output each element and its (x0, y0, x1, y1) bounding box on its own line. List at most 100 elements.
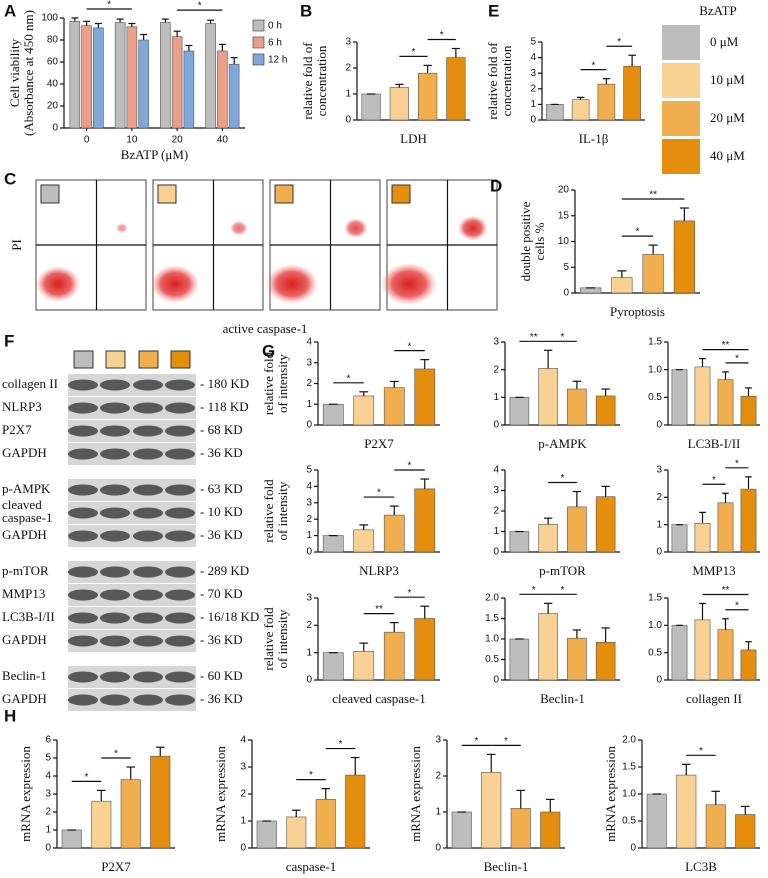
bar (673, 220, 695, 294)
bar (69, 20, 81, 129)
y-tick-label: 0 (656, 675, 662, 686)
size-label: - 10 KD (200, 504, 243, 519)
y-tick-label: 0 (52, 123, 58, 134)
protein-label: GAPDH (2, 632, 47, 647)
significance-mark: * (475, 736, 479, 747)
y-axis-label: mRNA expression (408, 746, 423, 842)
significance-mark: * (699, 746, 703, 757)
y-tick-label: 3 (435, 735, 441, 746)
y-tick-label: 1 (306, 399, 312, 410)
x-tick-label: 20 (172, 135, 184, 146)
significance-mark: * (617, 37, 621, 48)
bar (383, 631, 405, 681)
band (133, 589, 163, 601)
y-tick-label: 5 (530, 37, 536, 48)
bar (567, 388, 587, 426)
band (100, 530, 130, 542)
bar (705, 804, 726, 849)
bar (717, 502, 734, 553)
band (68, 635, 98, 647)
band (165, 530, 195, 542)
legend-label: 6 h (268, 38, 282, 49)
bar (717, 379, 734, 426)
bar (138, 39, 149, 129)
bar (61, 829, 82, 849)
bar (414, 368, 436, 426)
band (68, 589, 98, 601)
y-tick-label: 4 (306, 481, 312, 492)
y-axis-label: double positive (518, 201, 533, 281)
legend-swatch (662, 139, 700, 174)
y-tick-label: 2 (240, 789, 246, 800)
significance-mark: * (339, 739, 343, 750)
bar (217, 50, 228, 129)
y-tick-label: 0 (306, 547, 312, 558)
bar (150, 755, 171, 849)
y-tick-label: 1.0 (648, 364, 662, 375)
significance-mark: * (408, 461, 412, 472)
blot-strip (68, 607, 196, 629)
protein-label: Beclin-1 (2, 668, 47, 683)
y-tick-label: 0 (435, 843, 441, 854)
y-tick-label: 2 (493, 364, 499, 375)
cell-cluster (115, 223, 128, 234)
size-label: - 36 KD (200, 632, 243, 647)
band (100, 612, 130, 624)
y-tick-label: 0.5 (485, 654, 499, 665)
significance-mark: * (114, 749, 118, 760)
band (133, 379, 163, 391)
bar (671, 625, 688, 681)
x-axis-label: MMP13 (692, 563, 735, 578)
y-tick-label: 5 (563, 262, 569, 273)
y-tick-label: 0.5 (648, 392, 662, 403)
y-tick-label: 1.5 (622, 762, 636, 773)
panel-letter: E (488, 1, 499, 20)
significance-mark: * (735, 600, 739, 611)
protein-label: GAPDH (2, 445, 47, 460)
y-tick-label: 2 (493, 506, 499, 517)
y-tick-label: 1.5 (485, 613, 499, 624)
bar (623, 65, 641, 121)
band (68, 484, 98, 496)
bar (694, 366, 711, 426)
x-axis-label: Beclin-1 (540, 691, 585, 706)
y-tick-label: 1 (493, 526, 499, 537)
y-tick-label: 0 (563, 288, 569, 299)
x-tick-label: 40 (217, 135, 229, 146)
band (100, 379, 130, 391)
band (133, 635, 163, 647)
y-tick-label: 2 (435, 771, 441, 782)
legend-swatch (252, 36, 265, 49)
y-axis-label: Cell viability (7, 38, 22, 107)
bar (414, 618, 436, 681)
x-axis-label: P2X7 (364, 436, 394, 451)
significance-mark: * (408, 588, 412, 599)
band (133, 448, 163, 460)
blot-strip (68, 584, 196, 606)
significance-mark: * (412, 47, 416, 58)
y-tick-label: 2.0 (485, 593, 499, 604)
protein-label: NLRP3 (2, 399, 42, 414)
bar (597, 83, 616, 121)
y-tick-label: 60 (47, 57, 59, 68)
bar (595, 496, 616, 553)
bar (361, 93, 381, 121)
bar (671, 524, 688, 553)
lane-swatch (73, 350, 94, 369)
x-axis-label: caspase-1 (286, 859, 337, 874)
y-axis-label: relative fold of (300, 42, 315, 120)
size-label: - 16/18 KD (200, 609, 259, 624)
y-tick-label: 1.0 (485, 634, 499, 645)
bar (446, 57, 466, 121)
group-swatch (391, 184, 411, 204)
band (100, 402, 130, 414)
band (133, 566, 163, 578)
y-tick-label: 4 (45, 771, 51, 782)
y-tick-label: 1 (306, 647, 312, 658)
significance-mark: * (712, 475, 716, 486)
significance-mark: * (440, 30, 444, 41)
x-tick-label: 10 (126, 135, 138, 146)
significance-mark: * (561, 473, 565, 484)
size-label: - 36 KD (200, 691, 243, 706)
y-axis-label: concentration (314, 45, 329, 116)
